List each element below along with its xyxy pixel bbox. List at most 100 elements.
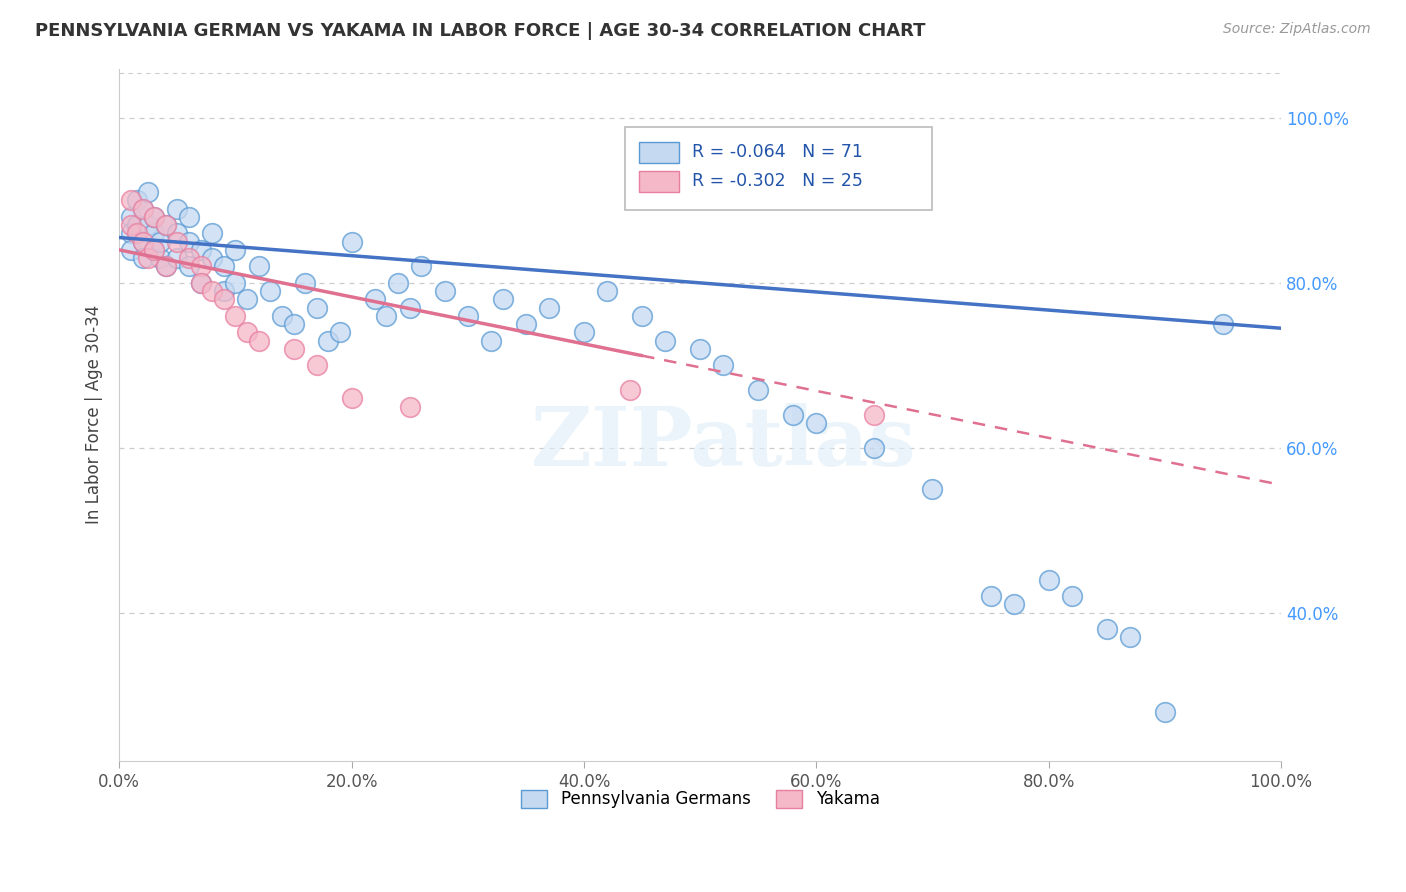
Point [155, 260, 177, 274]
Y-axis label: In Labor Force | Age 30-34: In Labor Force | Age 30-34 [86, 305, 103, 524]
Point [921, 482, 943, 496]
Point [212, 293, 235, 307]
Point [120, 194, 142, 208]
Point [120, 210, 142, 224]
Point [596, 284, 619, 298]
Point [340, 392, 363, 406]
Point [1038, 573, 1060, 587]
Point [236, 293, 259, 307]
Point [149, 251, 172, 265]
Point [177, 251, 200, 265]
Point [131, 202, 153, 216]
Point [572, 326, 595, 340]
Point [1095, 622, 1118, 636]
Point [149, 235, 172, 249]
Point [364, 293, 387, 307]
Point [166, 235, 188, 249]
Legend: Pennsylvania Germans, Yakama: Pennsylvania Germans, Yakama [515, 783, 886, 815]
Point [166, 202, 188, 216]
Point [143, 227, 166, 241]
Point [515, 317, 537, 331]
Point [236, 326, 259, 340]
Point [201, 227, 224, 241]
Point [155, 260, 177, 274]
Point [120, 243, 142, 257]
Point [411, 260, 433, 274]
FancyBboxPatch shape [638, 171, 679, 192]
Point [131, 235, 153, 249]
FancyBboxPatch shape [638, 142, 679, 162]
Point [863, 408, 886, 422]
Point [177, 260, 200, 274]
Point [387, 276, 409, 290]
Point [283, 317, 305, 331]
Text: PENNSYLVANIA GERMAN VS YAKAMA IN LABOR FORCE | AGE 30-34 CORRELATION CHART: PENNSYLVANIA GERMAN VS YAKAMA IN LABOR F… [35, 22, 925, 40]
Point [136, 218, 159, 232]
Point [190, 276, 212, 290]
Point [131, 235, 153, 249]
Point [120, 218, 142, 232]
Point [190, 260, 212, 274]
Point [305, 301, 328, 315]
Point [143, 210, 166, 224]
Point [479, 334, 502, 348]
Point [329, 326, 352, 340]
Point [305, 359, 328, 373]
Point [224, 309, 246, 323]
Point [177, 210, 200, 224]
Point [125, 218, 148, 232]
Text: R = -0.302   N = 25: R = -0.302 N = 25 [692, 172, 863, 190]
Point [201, 251, 224, 265]
Point [190, 243, 212, 257]
FancyBboxPatch shape [624, 128, 932, 211]
Point [806, 416, 828, 430]
Point [782, 408, 804, 422]
Point [491, 293, 513, 307]
Point [190, 276, 212, 290]
Point [1119, 631, 1142, 645]
Point [538, 301, 561, 315]
Point [283, 342, 305, 356]
Point [143, 243, 166, 257]
Point [1212, 317, 1234, 331]
Point [711, 359, 734, 373]
Text: R = -0.064   N = 71: R = -0.064 N = 71 [692, 144, 863, 161]
Point [247, 260, 270, 274]
Point [166, 251, 188, 265]
Point [212, 260, 235, 274]
Point [318, 334, 340, 348]
Point [224, 243, 246, 257]
Point [224, 276, 246, 290]
Point [433, 284, 456, 298]
Point [375, 309, 398, 323]
Point [212, 284, 235, 298]
Point [120, 227, 142, 241]
Text: Source: ZipAtlas.com: Source: ZipAtlas.com [1223, 22, 1371, 37]
Text: ZIPatlas: ZIPatlas [530, 402, 917, 483]
Point [271, 309, 294, 323]
Point [631, 309, 654, 323]
Point [131, 251, 153, 265]
Point [294, 276, 316, 290]
Point [201, 284, 224, 298]
Point [457, 309, 479, 323]
Point [1060, 589, 1083, 603]
Point [654, 334, 676, 348]
Point [1002, 598, 1025, 612]
Point [689, 342, 711, 356]
Point [143, 210, 166, 224]
Point [340, 235, 363, 249]
Point [259, 284, 281, 298]
Point [125, 227, 148, 241]
Point [155, 218, 177, 232]
Point [398, 301, 420, 315]
Point [136, 251, 159, 265]
Point [863, 441, 886, 455]
Point [398, 400, 420, 414]
Point [143, 243, 166, 257]
Point [619, 383, 641, 397]
Point [125, 194, 148, 208]
Point [1153, 705, 1175, 719]
Point [177, 235, 200, 249]
Point [136, 185, 159, 199]
